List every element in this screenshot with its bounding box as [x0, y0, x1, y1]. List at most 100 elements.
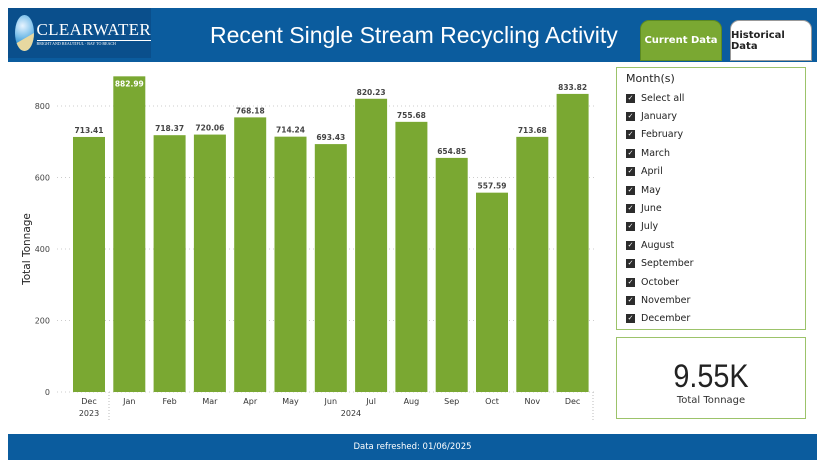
page-title: Recent Single Stream Recycling Activity: [210, 22, 618, 48]
checkbox-checked-icon[interactable]: ✓: [626, 259, 635, 269]
y-tick-label: 200: [35, 317, 50, 326]
card-label: Total Tonnage: [676, 395, 746, 406]
data-label: 713.68: [518, 126, 547, 135]
checkbox-checked-icon[interactable]: ✓: [626, 314, 635, 324]
slicer-item[interactable]: ✓ July: [626, 218, 796, 236]
bar: [395, 121, 428, 393]
total-tonnage-card: 9.55K Total Tonnage: [616, 337, 806, 419]
x-tick-label: Dec: [81, 397, 96, 406]
year-label: 2023: [79, 409, 99, 418]
checkbox-checked-icon[interactable]: ✓: [626, 167, 635, 177]
slicer-item[interactable]: ✓ October: [626, 273, 796, 291]
month-slicer: Month(s) ✓ Select all ✓ January ✓ February ✓ Ma…: [616, 67, 806, 330]
bar: [516, 136, 549, 392]
slicer-item[interactable]: ✓ February: [626, 126, 796, 144]
x-tick-label: Jun: [324, 397, 338, 406]
slicer-item[interactable]: ✓ December: [626, 310, 796, 328]
checkbox-checked-icon[interactable]: ✓: [626, 130, 635, 140]
checkbox-checked-icon[interactable]: ✓: [626, 277, 635, 287]
card-value: 9.55K: [673, 358, 749, 394]
slicer-item[interactable]: ✓ November: [626, 291, 796, 309]
bar: [153, 135, 186, 392]
bar: [435, 157, 468, 392]
x-tick-label: Nov: [524, 397, 540, 406]
data-label: 718.37: [155, 124, 184, 133]
slicer-item-label: October: [641, 276, 680, 288]
slicer-item-label: August: [641, 239, 675, 251]
slicer-item[interactable]: ✓ September: [626, 255, 796, 273]
checkbox-checked-icon[interactable]: ✓: [626, 204, 635, 214]
slicer-item-label: February: [641, 129, 684, 141]
slicer-item-label: July: [641, 221, 659, 233]
slicer-item-label: April: [641, 166, 663, 178]
slicer-item[interactable]: ✓ August: [626, 236, 796, 254]
slicer-item[interactable]: ✓ April: [626, 163, 796, 181]
x-tick-label: Feb: [163, 397, 177, 406]
data-label: 768.18: [236, 106, 265, 115]
x-tick-label: May: [282, 397, 299, 406]
slicer-item-label: June: [641, 203, 662, 215]
logo-tagline: BRIGHT AND BEAUTIFUL · BAY TO BEACH: [36, 40, 151, 46]
y-tick-label: 600: [35, 174, 50, 183]
clearwater-logo: CLEARWATER BRIGHT AND BEAUTIFUL · BAY TO …: [8, 8, 151, 58]
bar: [73, 136, 105, 392]
slicer-item[interactable]: ✓ June: [626, 199, 796, 217]
x-tick-label: Mar: [202, 397, 218, 406]
bar: [234, 117, 267, 393]
y-tick-label: 400: [35, 245, 50, 254]
bar: [556, 93, 589, 392]
y-tick-label: 800: [35, 102, 50, 111]
data-label: 654.85: [437, 147, 466, 156]
checkbox-checked-icon[interactable]: ✓: [626, 185, 635, 195]
data-label: 713.41: [75, 126, 104, 135]
slicer-item-label: March: [641, 147, 670, 159]
checkbox-checked-icon[interactable]: ✓: [626, 295, 635, 305]
data-label: 820.23: [357, 88, 386, 97]
logo-emblem-icon: [15, 15, 34, 51]
data-refreshed-text: Data refreshed: 01/06/2025: [353, 442, 472, 452]
slicer-item[interactable]: ✓ March: [626, 144, 796, 162]
slicer-item[interactable]: ✓ January: [626, 107, 796, 125]
bar: [193, 134, 226, 392]
data-label: 693.43: [316, 133, 345, 142]
slicer-item-label: November: [641, 294, 691, 306]
data-label: 720.06: [195, 124, 224, 133]
bar-chart: 0 200 400 600 800 Total Tonnage 713.41 Dec 882.9…: [21, 76, 595, 422]
footer-bar: Data refreshed: 01/06/2025: [8, 434, 817, 460]
x-tick-label: Oct: [485, 397, 499, 406]
y-tick-label: 0: [45, 388, 50, 397]
slicer-item[interactable]: ✓ Select all: [626, 89, 796, 107]
tab-historical-data[interactable]: Historical Data: [730, 20, 812, 61]
logo-text: CLEARWATER: [36, 20, 151, 39]
x-tick-label: Jan: [122, 397, 135, 406]
data-label: 714.24: [276, 126, 305, 135]
data-label: 833.82: [558, 83, 587, 92]
x-tick-label: Jul: [365, 397, 376, 406]
checkbox-checked-icon[interactable]: ✓: [626, 222, 635, 232]
slicer-item-label: September: [641, 258, 694, 270]
slicer-item[interactable]: ✓ May: [626, 181, 796, 199]
bar: [476, 192, 508, 392]
bar: [314, 144, 347, 392]
bar: [274, 136, 307, 392]
slicer-item-label: December: [641, 313, 691, 325]
year-label: 2024: [341, 409, 361, 418]
bar: [355, 98, 388, 393]
bar: [113, 76, 146, 392]
checkbox-checked-icon[interactable]: ✓: [626, 240, 635, 250]
data-label: 882.99: [115, 79, 144, 88]
checkbox-checked-icon[interactable]: ✓: [626, 148, 635, 158]
x-tick-label: Apr: [243, 397, 258, 406]
tab-current-data[interactable]: Current Data: [640, 20, 722, 61]
x-tick-label: Dec: [565, 397, 580, 406]
x-tick-label: Aug: [404, 397, 420, 406]
slicer-item-label: January: [641, 111, 678, 123]
checkbox-checked-icon[interactable]: ✓: [626, 112, 635, 122]
data-label: 755.68: [397, 111, 426, 120]
slicer-title: Month(s): [626, 72, 675, 85]
checkbox-checked-icon[interactable]: ✓: [626, 93, 635, 103]
slicer-item-label: Select all: [641, 92, 685, 104]
slicer-item-label: May: [641, 184, 661, 196]
y-axis-label: Total Tonnage: [21, 213, 33, 286]
data-label: 557.59: [478, 182, 507, 191]
